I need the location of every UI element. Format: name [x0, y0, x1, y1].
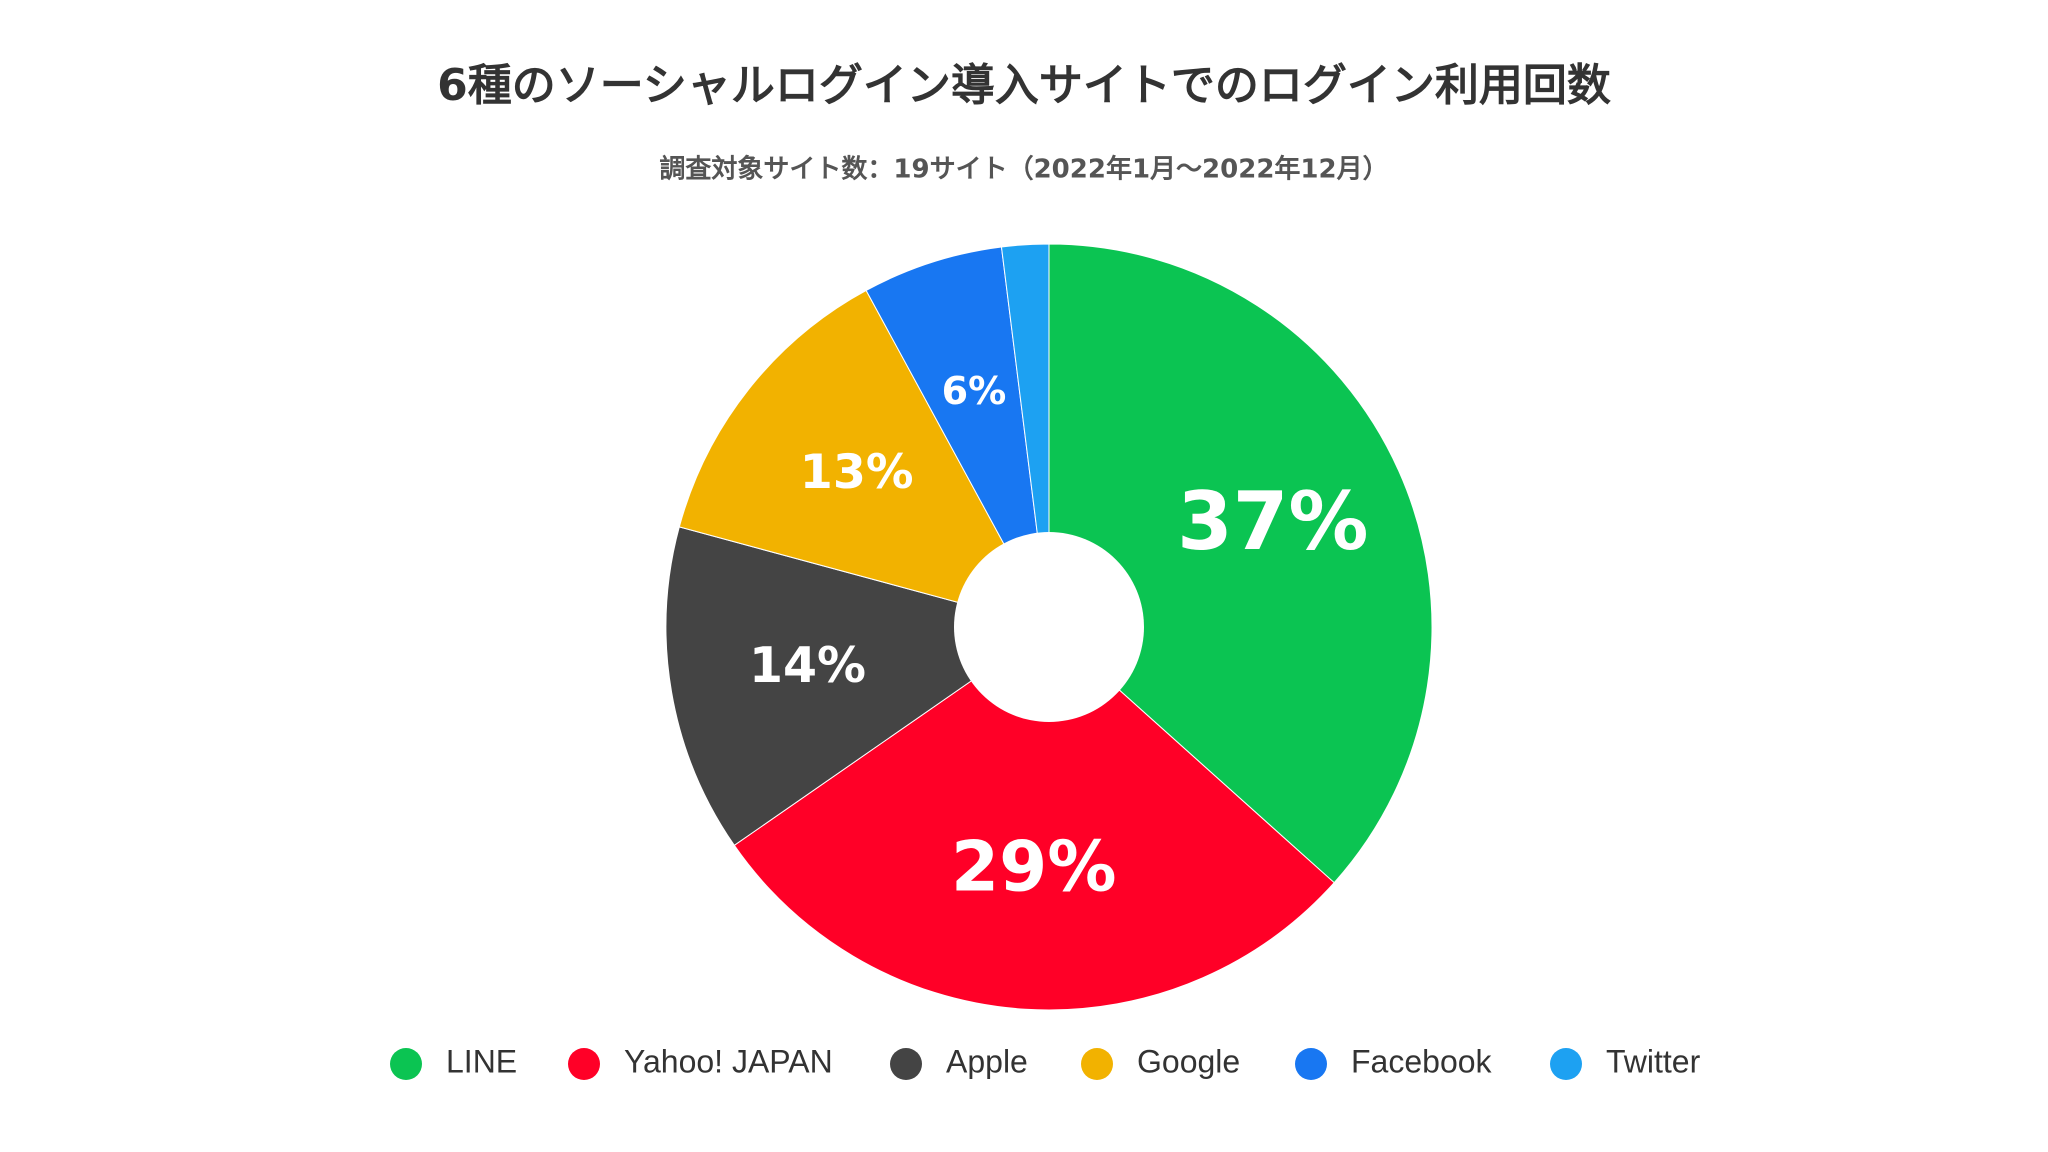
legend-label: Facebook [1351, 1043, 1493, 1079]
legend-swatch [1550, 1048, 1582, 1080]
legend-label: Google [1137, 1043, 1240, 1079]
legend-swatch [390, 1048, 422, 1080]
chart-subtitle: 調査対象サイト数：19サイト（2022年1月〜2022年12月） [659, 154, 1388, 185]
value-label: 14% [749, 637, 866, 694]
legend-swatch [568, 1048, 600, 1080]
pie-slice [678, 289, 1050, 628]
legend-label: Apple [946, 1043, 1028, 1079]
chart-title: 6種のソーシャルログイン導入サイトでのログイン利用回数 [437, 60, 1611, 111]
pie-slice [1000, 243, 1050, 628]
legend-label: Yahoo! JAPAN [624, 1043, 833, 1079]
legend-label: Twitter [1606, 1043, 1701, 1079]
value-label: 29% [951, 828, 1117, 908]
legend-swatch [890, 1048, 922, 1080]
pie-slice [733, 626, 1335, 1011]
value-label: 13% [800, 445, 914, 500]
pie-slice [665, 526, 1051, 847]
pie-slice [1048, 243, 1433, 884]
legend-label: LINE [446, 1043, 517, 1079]
legend-swatch [1295, 1048, 1327, 1080]
pie-slice [865, 246, 1050, 628]
legend-swatch [1081, 1048, 1113, 1080]
value-label: 6% [942, 369, 1007, 413]
value-label: 37% [1177, 475, 1368, 568]
donut-hole [954, 532, 1144, 722]
